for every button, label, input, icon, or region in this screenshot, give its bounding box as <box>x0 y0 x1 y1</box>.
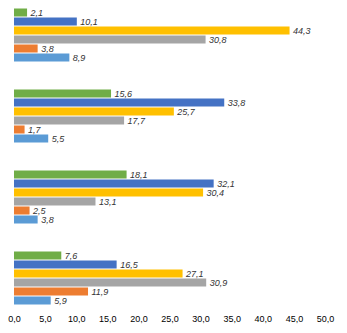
svg-text:27,1: 27,1 <box>185 269 204 279</box>
svg-text:5,9: 5,9 <box>54 296 67 306</box>
svg-text:2,5: 2,5 <box>33 205 46 216</box>
svg-text:40,0: 40,0 <box>255 314 273 324</box>
svg-text:25,0: 25,0 <box>161 314 179 324</box>
svg-text:15,0: 15,0 <box>99 314 117 324</box>
svg-text:30,9: 30,9 <box>210 278 228 288</box>
svg-text:10,0: 10,0 <box>68 314 86 324</box>
svg-text:8,9: 8,9 <box>73 53 86 63</box>
svg-text:3,8: 3,8 <box>41 215 54 225</box>
svg-text:33,8: 33,8 <box>228 98 246 108</box>
svg-text:3,8: 3,8 <box>41 44 54 54</box>
svg-text:13,1: 13,1 <box>99 197 117 207</box>
svg-text:30,4: 30,4 <box>207 188 225 198</box>
svg-text:10,1: 10,1 <box>80 17 98 27</box>
svg-text:16,5: 16,5 <box>120 260 139 270</box>
svg-text:44,3: 44,3 <box>293 26 311 36</box>
svg-text:20,0: 20,0 <box>130 314 148 324</box>
svg-text:25,7: 25,7 <box>176 107 196 117</box>
svg-text:11,9: 11,9 <box>92 287 109 297</box>
svg-text:2,1: 2,1 <box>30 8 44 18</box>
svg-text:45,0: 45,0 <box>286 314 304 324</box>
svg-text:5,0: 5,0 <box>39 314 52 324</box>
svg-text:35,0: 35,0 <box>223 314 241 324</box>
svg-text:30,0: 30,0 <box>192 314 210 324</box>
svg-text:50,0: 50,0 <box>317 314 335 324</box>
svg-text:1,7: 1,7 <box>28 125 42 135</box>
svg-text:5,5: 5,5 <box>52 134 66 144</box>
svg-text:18,1: 18,1 <box>130 170 148 180</box>
svg-text:30,8: 30,8 <box>209 35 227 45</box>
svg-text:17,7: 17,7 <box>128 116 147 126</box>
svg-text:15,6: 15,6 <box>115 89 133 99</box>
svg-text:0,0: 0,0 <box>8 314 21 324</box>
svg-text:32,1: 32,1 <box>217 178 235 189</box>
svg-text:7,6: 7,6 <box>65 251 78 261</box>
